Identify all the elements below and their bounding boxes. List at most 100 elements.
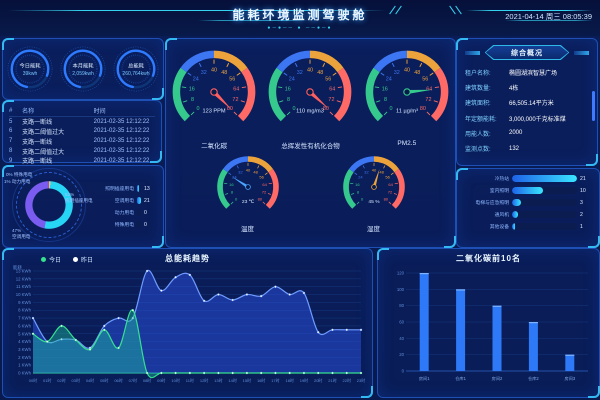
badge-dash-right xyxy=(574,50,589,55)
kpi-ring: 总能耗 260,764kwh xyxy=(112,43,160,95)
bar-label: 空调用电 xyxy=(114,199,134,204)
gauge-label: PM2.5 xyxy=(397,140,417,147)
bar-value: 0 xyxy=(144,221,147,228)
legend-item-昨日[interactable]: 昨日 xyxy=(73,255,93,264)
svg-text:12时: 12时 xyxy=(200,377,208,383)
bar-track xyxy=(137,221,141,228)
overview-label: 租户名称: xyxy=(465,71,491,78)
kpi-value: 39kwh xyxy=(22,71,37,77)
bar-label: 其他设备 xyxy=(489,225,509,230)
bar-row: 其他设备 1 xyxy=(463,223,593,230)
svg-text:13时: 13时 xyxy=(214,377,222,383)
svg-text:60: 60 xyxy=(399,320,404,325)
svg-text:20时: 20时 xyxy=(314,377,322,383)
scrollbar-thumb[interactable] xyxy=(592,91,595,121)
svg-text:13 KWh: 13 KWh xyxy=(16,269,32,274)
svg-text:0: 0 xyxy=(293,106,296,112)
svg-text:04时: 04时 xyxy=(86,377,94,383)
bar-value: 10 xyxy=(580,187,586,194)
bar-row: 照明插座用电 13 xyxy=(98,185,157,192)
bar-fill xyxy=(512,223,516,230)
svg-text:01时: 01时 xyxy=(43,377,51,383)
svg-text:32: 32 xyxy=(297,70,303,76)
bar-value: 2 xyxy=(580,211,583,218)
svg-text:19时: 19时 xyxy=(300,377,308,383)
bar-value: 3 xyxy=(580,199,583,206)
svg-text:24: 24 xyxy=(386,77,392,83)
bar-fill xyxy=(137,185,140,192)
overview-title: 综合概况 xyxy=(510,49,543,57)
legend-dot xyxy=(73,257,79,262)
kpi-ring: 今日能耗 39kwh xyxy=(6,43,54,95)
bar-value: 13 xyxy=(144,185,150,192)
svg-text:56: 56 xyxy=(326,77,332,83)
energy-donut-chart: 1% 动力用电 52% 照明插座用电 47% 空调用电 0% 特殊用电 xyxy=(3,166,98,245)
kpi-label: 今日能耗 xyxy=(19,62,41,70)
header-line-left-2 xyxy=(198,20,308,21)
co2-bar-chart: 0 20 40 60 80 100 120 房间1 仓库1 房间2 仓库2 房间3 xyxy=(380,267,596,395)
cell-name: 支路二阈值过大 xyxy=(22,129,65,136)
table-row: 5 支路一断线 2021-02-35 12:12:22 xyxy=(9,117,155,127)
bar-track xyxy=(137,209,141,216)
svg-text:10时: 10时 xyxy=(171,377,179,383)
svg-text:56: 56 xyxy=(259,175,264,180)
gauge-温度: 0 8 16 24 32 40 48 56 64 72 80 23 ℃ 温度 xyxy=(213,152,283,233)
bar-track xyxy=(512,211,577,218)
overview-value: 2000 xyxy=(509,130,523,137)
table-row: 8 支路二阈值过大 2021-02-35 12:12:22 xyxy=(9,146,155,156)
svg-text:房间1: 房间1 xyxy=(419,375,430,382)
header-bar: 能耗环境监测驾驶舱 2021-04-14 周三 08:05:39 xyxy=(0,0,600,36)
kpi-label: 总能耗 xyxy=(128,62,145,70)
svg-text:1 KWh: 1 KWh xyxy=(18,363,32,368)
overview-value: 132 xyxy=(509,145,520,152)
bar-track xyxy=(137,185,141,192)
gauges-panel: 0 8 16 24 32 40 48 56 64 72 80 123 PPM 二氧化碳 0 8 16 24 32 4… xyxy=(165,38,456,248)
col-no: # xyxy=(9,107,13,114)
svg-text:32: 32 xyxy=(238,169,243,174)
bar-fill xyxy=(512,199,522,206)
svg-text:00时: 00时 xyxy=(29,377,37,383)
badge-inner xyxy=(485,46,569,59)
overview-value: 66,505.14平方米 xyxy=(509,101,554,108)
bar-row: 动力用电 0 xyxy=(98,209,157,216)
svg-text:80: 80 xyxy=(383,196,388,201)
bar-row: 特殊用电 0 xyxy=(98,221,157,228)
overview-value: 椭圆湖滨智慧广场 xyxy=(509,71,558,78)
bar-value: 21 xyxy=(580,175,586,182)
bar-row: 通风机 2 xyxy=(463,211,593,218)
gauge-PM2.5: 0 8 16 24 32 40 48 56 64 72 80 11 µg/m³ PM2.5 xyxy=(360,45,454,150)
cell-no: 5 xyxy=(9,118,13,125)
svg-text:32: 32 xyxy=(364,169,369,174)
svg-text:21时: 21时 xyxy=(328,377,336,383)
svg-text:22时: 22时 xyxy=(343,377,351,383)
svg-text:48: 48 xyxy=(221,70,227,76)
donut-label: 1% 动力用电 xyxy=(4,179,31,184)
svg-text:0: 0 xyxy=(234,196,237,201)
gauge-value: 45 % xyxy=(368,199,380,205)
bar-label: 冷热站 xyxy=(494,177,509,182)
kpi-label: 本月能耗 xyxy=(72,62,94,70)
svg-text:16时: 16时 xyxy=(257,377,265,383)
cell-no: 7 xyxy=(9,138,13,145)
svg-text:14时: 14时 xyxy=(228,377,236,383)
svg-text:03时: 03时 xyxy=(72,377,80,383)
bar-label: 动力用电 xyxy=(114,211,134,216)
badge-dash-left xyxy=(465,50,480,55)
overview-rows: 租户名称: 椭圆湖滨智慧广场 建筑数量: 4栋 建筑面积: 66,505.14平方米 年定额… xyxy=(465,65,589,156)
legend-item-今日[interactable]: 今日 xyxy=(41,255,61,264)
cell-time: 2021-02-35 12:12:22 xyxy=(93,157,150,164)
bar-label: 照明插座用电 xyxy=(105,187,134,192)
svg-text:0: 0 xyxy=(389,106,392,112)
cell-time: 2021-02-35 12:12:22 xyxy=(93,118,150,125)
svg-text:120: 120 xyxy=(397,271,405,276)
svg-text:11 KWh: 11 KWh xyxy=(16,284,32,289)
svg-text:8: 8 xyxy=(191,97,194,103)
svg-text:0: 0 xyxy=(197,106,200,112)
header-line-right-2 xyxy=(505,20,593,21)
svg-text:09时: 09时 xyxy=(157,377,165,383)
page-title: 能耗环境监测驾驶舱 xyxy=(232,8,368,22)
gauge-row-2: 0 8 16 24 32 40 48 56 64 72 80 23 ℃ 温度 0 8 16 24 32 40 48 56… xyxy=(166,152,455,233)
gauge-row-1: 0 8 16 24 32 40 48 56 64 72 80 123 PPM 二氧化碳 0 8 16 24 32 4… xyxy=(166,39,455,150)
svg-text:72: 72 xyxy=(233,97,239,103)
